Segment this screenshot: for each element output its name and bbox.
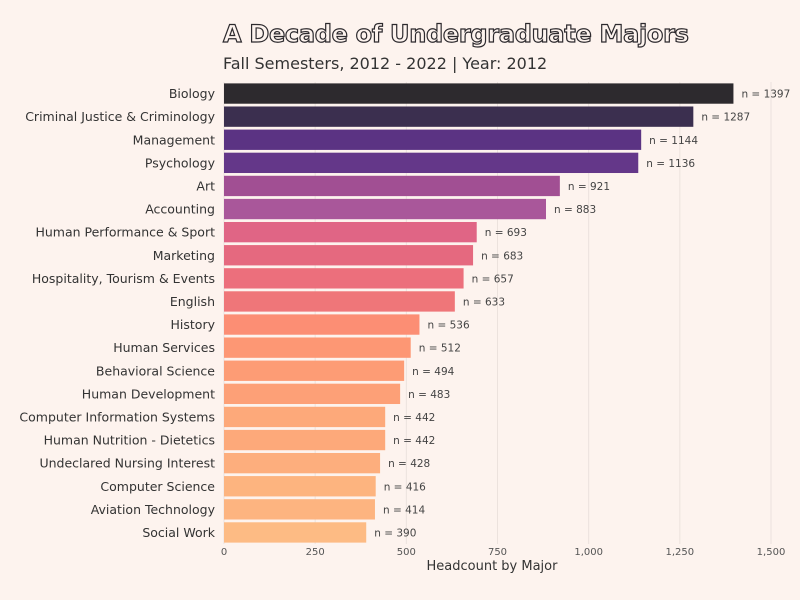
value-label: n = 390	[374, 527, 416, 539]
category-label: Human Services	[113, 340, 215, 355]
category-label: Behavioral Science	[96, 363, 215, 378]
category-label: Social Work	[142, 525, 215, 540]
value-label: n = 921	[568, 181, 610, 193]
value-label: n = 428	[388, 458, 430, 470]
value-label: n = 483	[408, 389, 450, 401]
bar	[224, 522, 367, 543]
category-label: Biology	[169, 86, 216, 101]
bars	[224, 83, 734, 543]
category-label: Undeclared Nursing Interest	[39, 456, 215, 471]
bar	[224, 360, 405, 381]
value-label: n = 657	[472, 273, 514, 285]
bar	[224, 499, 375, 520]
bar	[224, 221, 477, 243]
x-tick-label: 250	[306, 547, 325, 558]
x-tick-label: 0	[221, 547, 227, 558]
category-label: History	[171, 317, 216, 332]
bar	[224, 83, 734, 104]
x-tick-label: 1,500	[757, 547, 786, 558]
x-tick-label: 1,250	[666, 547, 695, 558]
bar	[224, 198, 547, 220]
bar	[224, 106, 694, 127]
x-axis-ticks: 0 250 500 750 1,000 1,250 1,500	[221, 547, 786, 558]
value-label: n = 416	[384, 481, 426, 493]
value-label: n = 693	[485, 227, 527, 239]
bar	[224, 452, 381, 474]
bar	[224, 291, 455, 312]
value-label: n = 442	[393, 435, 435, 447]
value-label: n = 494	[412, 366, 454, 378]
value-label: n = 414	[383, 504, 425, 516]
x-tick-label: 1,000	[574, 547, 603, 558]
value-label: n = 1144	[649, 135, 698, 147]
value-label: n = 683	[481, 250, 523, 262]
bar	[224, 152, 639, 174]
value-label: n = 512	[419, 343, 461, 355]
chart-title: A Decade of Undergraduate Majors	[222, 19, 689, 48]
category-label: Aviation Technology	[91, 502, 216, 517]
category-label: Computer Information Systems	[19, 409, 215, 424]
category-label: Human Nutrition - Dietetics	[44, 433, 215, 448]
chart-subtitle: Fall Semesters, 2012 - 2022 | Year: 2012	[223, 54, 548, 73]
grid-lines	[223, 82, 772, 544]
category-label: Management	[133, 132, 215, 147]
category-label: English	[170, 294, 215, 309]
value-label: n = 1136	[646, 158, 695, 170]
category-label: Accounting	[145, 202, 215, 217]
bar	[224, 314, 420, 335]
bar	[224, 383, 401, 405]
category-label: Criminal Justice & Criminology	[25, 109, 215, 124]
category-label: Human Performance & Sport	[35, 225, 215, 240]
bar	[224, 268, 464, 289]
value-label: n = 1287	[701, 112, 750, 124]
bar	[224, 129, 642, 150]
bar	[224, 245, 474, 266]
category-label: Human Development	[82, 386, 215, 401]
category-label: Computer Science	[100, 479, 215, 494]
x-axis-title: Headcount by Major	[427, 559, 559, 574]
bar	[224, 406, 386, 428]
bar	[224, 476, 376, 497]
x-tick-label: 750	[488, 547, 507, 558]
category-label: Marketing	[153, 248, 215, 263]
x-tick-label: 500	[397, 547, 416, 558]
category-label: Psychology	[145, 155, 216, 170]
bar	[224, 175, 560, 197]
value-label: n = 442	[393, 412, 435, 424]
value-label: n = 633	[463, 296, 505, 308]
bar	[224, 429, 386, 451]
value-label: n = 1397	[741, 89, 790, 101]
value-label: n = 536	[427, 320, 469, 332]
category-label: Hospitality, Tourism & Events	[32, 271, 215, 286]
category-labels: Biology Criminal Justice & Criminology Man…	[19, 86, 215, 540]
bar	[224, 337, 411, 358]
value-label: n = 883	[554, 204, 596, 216]
category-label: Art	[196, 178, 215, 193]
